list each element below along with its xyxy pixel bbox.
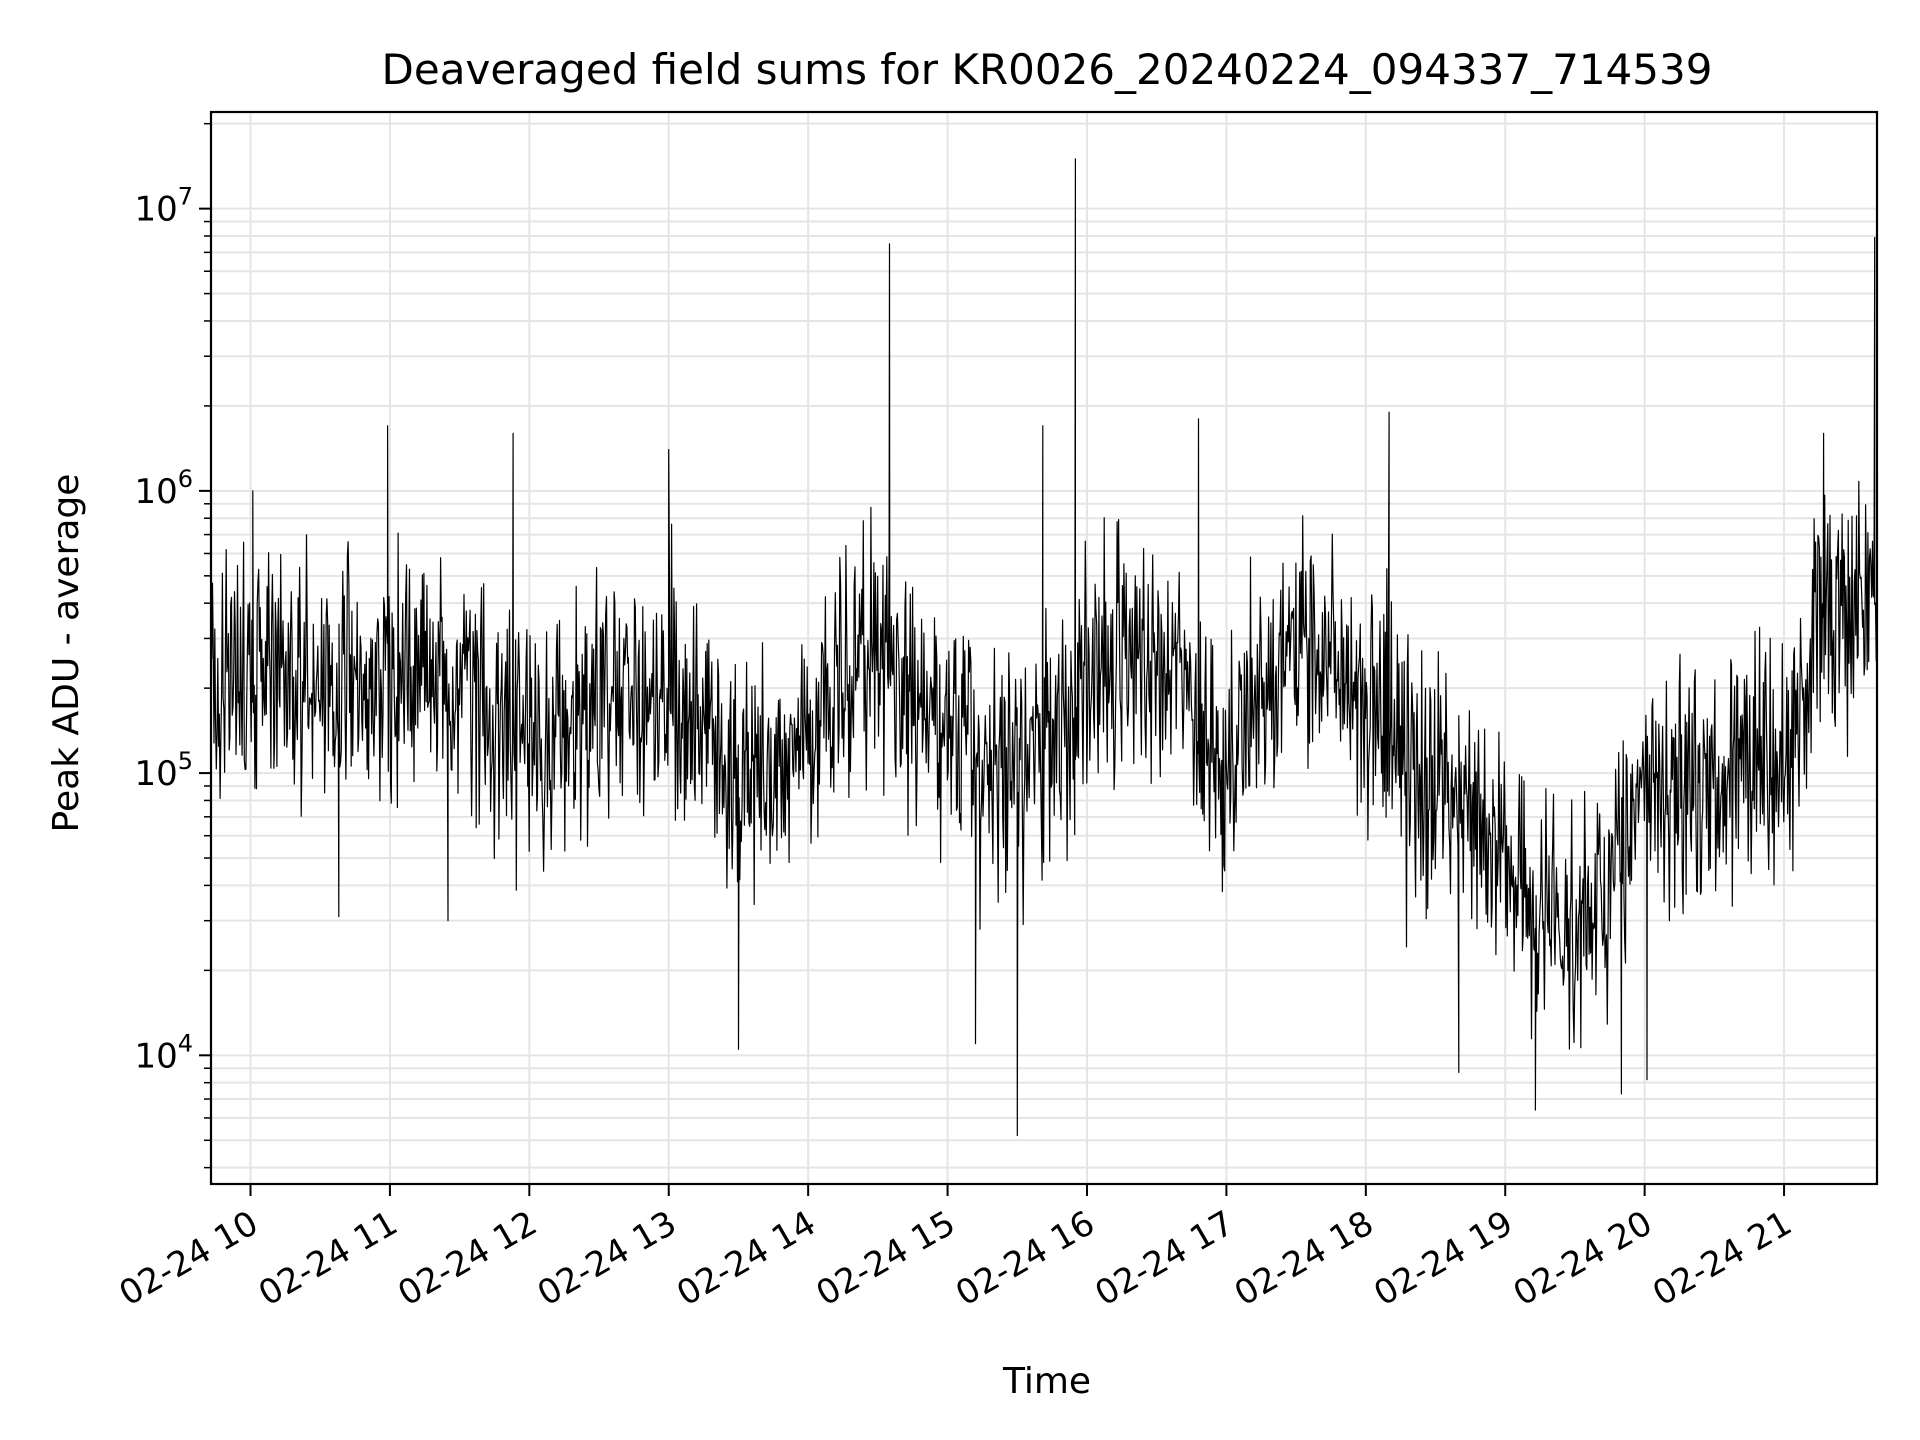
y-tick-base: 10 bbox=[134, 472, 177, 512]
y-axis-label: Peak ADU - average bbox=[46, 474, 87, 833]
series-line bbox=[211, 158, 1877, 1137]
series-layer bbox=[211, 158, 1877, 1137]
grid-layer bbox=[211, 112, 1877, 1184]
y-tick-exponent: 7 bbox=[178, 183, 193, 211]
y-tick-base: 10 bbox=[134, 190, 177, 230]
y-tick-exponent: 4 bbox=[178, 1029, 193, 1057]
y-tick-base: 10 bbox=[134, 754, 177, 794]
y-tick-label: 107 bbox=[134, 183, 193, 230]
chart-title: Deaveraged field sums for KR0026_2024022… bbox=[382, 45, 1713, 94]
y-tick-label: 104 bbox=[134, 1029, 193, 1076]
y-tick-exponent: 6 bbox=[178, 465, 193, 493]
y-tick-base: 10 bbox=[134, 1036, 177, 1076]
y-tick-exponent: 5 bbox=[178, 747, 193, 775]
y-tick-label: 106 bbox=[134, 465, 193, 512]
y-tick-label: 105 bbox=[134, 747, 193, 794]
x-axis-label: Time bbox=[1002, 1361, 1091, 1402]
plot-frame bbox=[209, 110, 1879, 1186]
